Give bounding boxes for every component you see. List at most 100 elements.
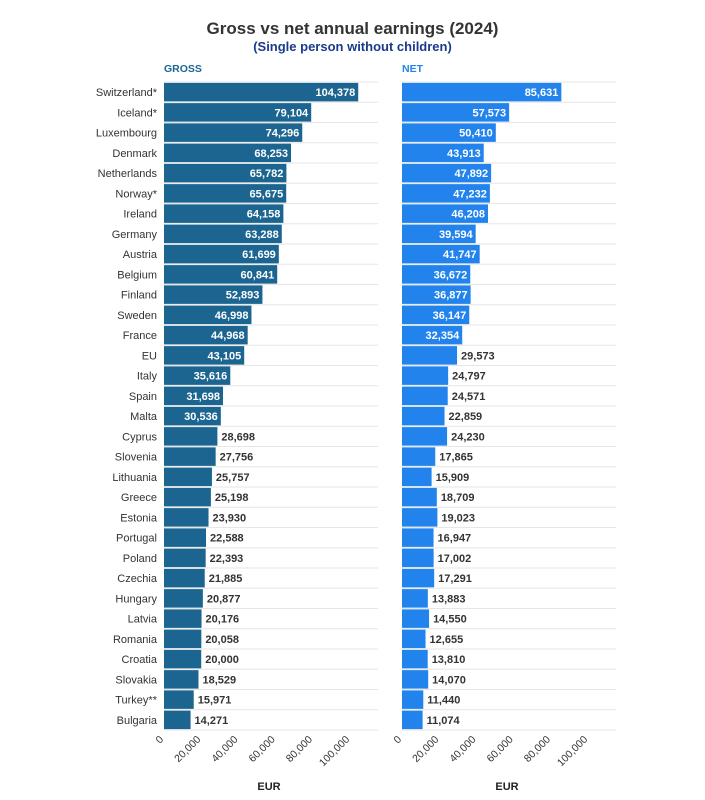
gross-data-label: 28,698 (221, 431, 255, 443)
net-data-label: 24,230 (451, 431, 485, 443)
gross-data-label: 20,176 (206, 614, 240, 626)
gross-axis-title: EUR (257, 781, 280, 793)
net-bar (402, 487, 437, 507)
net-data-label: 11,440 (427, 695, 460, 707)
gross-data-label: 22,393 (210, 553, 244, 565)
net-bar (402, 609, 430, 628)
gross-bar (164, 204, 284, 223)
gross-bar (164, 265, 278, 284)
net-data-label: 36,672 (434, 269, 468, 281)
gross-tick-label: 80,000 (284, 734, 315, 765)
net-bar (402, 629, 426, 649)
net-bar (402, 690, 424, 709)
gross-data-label: 79,104 (275, 107, 310, 119)
net-bar (402, 427, 448, 446)
gross-data-label: 52,893 (226, 290, 260, 302)
gross-bar (164, 184, 287, 203)
net-panel-header: NET (402, 63, 424, 75)
gross-tick-label: 40,000 (209, 734, 240, 765)
net-data-label: 17,291 (438, 573, 472, 585)
net-bar (402, 204, 488, 223)
gross-bar (164, 447, 216, 466)
gross-bar (164, 103, 312, 122)
gross-bar (164, 285, 263, 304)
gross-data-label: 14,271 (195, 715, 229, 727)
gross-data-label: 15,971 (198, 695, 232, 707)
net-bar (402, 325, 463, 345)
category-label: Italy (137, 371, 158, 383)
net-data-label: 43,913 (447, 148, 481, 160)
net-bar (402, 346, 458, 365)
gross-data-label: 25,198 (215, 492, 249, 504)
gross-bar (164, 163, 287, 183)
gross-bar (164, 487, 211, 507)
gross-tick-label: 20,000 (172, 734, 203, 765)
category-label: Finland (121, 290, 157, 302)
gross-bar (164, 427, 218, 446)
net-data-label: 12,655 (430, 634, 464, 646)
net-data-label: 14,550 (433, 614, 467, 626)
gross-tick-label: 100,000 (317, 734, 352, 769)
net-bar (402, 143, 484, 163)
net-data-label: 41,747 (443, 249, 477, 261)
gross-data-label: 27,756 (220, 452, 254, 464)
net-bar (402, 244, 480, 264)
net-bar (402, 589, 428, 608)
net-tick-label: 100,000 (555, 734, 590, 769)
gross-data-label: 65,782 (250, 168, 284, 180)
gross-bar (164, 346, 245, 365)
net-data-label: 36,877 (434, 290, 468, 302)
net-tick-label: 0 (392, 734, 405, 747)
gross-bar (164, 467, 212, 487)
category-label: Netherlands (98, 168, 158, 180)
category-label: Croatia (122, 654, 158, 666)
gross-data-label: 18,529 (202, 674, 236, 686)
gross-data-label: 23,930 (213, 512, 247, 524)
net-bar (402, 82, 562, 102)
net-data-label: 14,070 (432, 674, 466, 686)
gross-data-label: 104,378 (315, 87, 355, 99)
net-data-label: 24,797 (452, 371, 486, 383)
category-label: Slovakia (115, 674, 157, 686)
gross-bar (164, 629, 202, 649)
net-data-label: 17,865 (439, 452, 473, 464)
gross-data-label: 20,058 (205, 634, 239, 646)
category-label: Iceland* (117, 107, 157, 119)
net-data-label: 39,594 (439, 229, 474, 241)
net-tick-label: 80,000 (522, 734, 553, 765)
net-data-label: 13,810 (432, 654, 466, 666)
category-label: Slovenia (115, 452, 158, 464)
net-bar (402, 366, 449, 385)
gross-bar (164, 143, 292, 163)
category-label: Belgium (117, 269, 157, 281)
gross-tick-label: 60,000 (247, 734, 278, 765)
net-data-label: 36,147 (433, 310, 467, 322)
gross-data-label: 25,757 (216, 472, 250, 484)
category-label: Turkey** (115, 695, 157, 707)
net-data-label: 15,909 (436, 472, 470, 484)
net-data-label: 47,232 (453, 188, 487, 200)
gross-bar (164, 244, 279, 264)
gross-bar (164, 82, 359, 102)
category-label: Hungary (115, 593, 157, 605)
category-label: Denmark (112, 148, 157, 160)
category-label: Estonia (120, 512, 158, 524)
gross-bar (164, 670, 199, 689)
gross-bar (164, 609, 202, 628)
net-data-label: 19,023 (441, 512, 475, 524)
gross-bar (164, 508, 209, 527)
gross-data-label: 30,536 (184, 411, 218, 423)
gross-data-label: 60,841 (241, 269, 275, 281)
net-bar (402, 305, 470, 325)
category-label: Luxembourg (96, 128, 157, 140)
category-label: Romania (113, 634, 158, 646)
gross-bar (164, 325, 248, 345)
net-bar (402, 184, 490, 203)
net-bar (402, 285, 471, 304)
category-label: Portugal (116, 533, 157, 545)
net-bar (402, 103, 510, 122)
category-label: EU (142, 350, 157, 362)
gross-bar (164, 406, 221, 426)
net-bar (402, 406, 445, 426)
net-data-label: 17,002 (438, 553, 472, 565)
